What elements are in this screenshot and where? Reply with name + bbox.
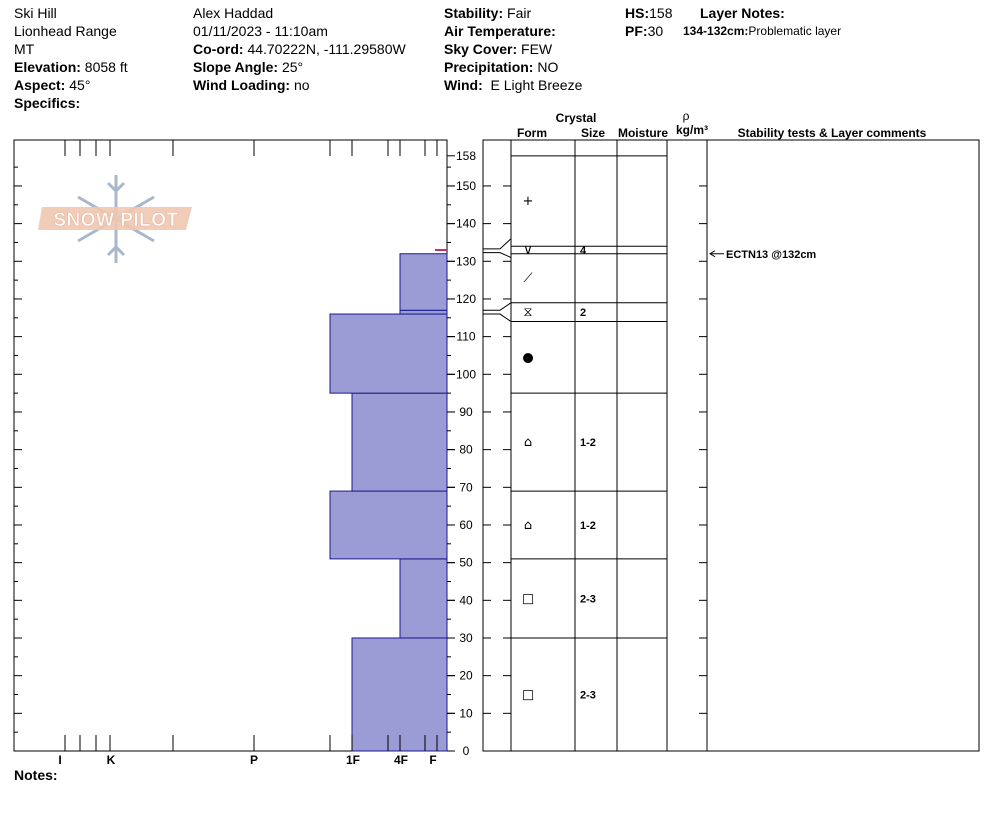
- layer-table: [482, 139, 980, 752]
- boundary-connector: [483, 302, 512, 311]
- hs-pf-block: HS:158 PF:30: [625, 4, 672, 40]
- hardness-layer: [329, 490, 448, 560]
- boundary-connector: [483, 313, 512, 322]
- observation-datetime: 01/11/2023 - 11:10am: [193, 23, 328, 39]
- elevation-row: Elevation: 8058 ft: [14, 59, 128, 75]
- depth-label: 90: [459, 405, 473, 419]
- test-arrow-head: [709, 250, 716, 258]
- crystal-size: 2-3: [580, 593, 596, 605]
- observer-name: Alex Haddad: [193, 5, 274, 21]
- state-name: MT: [14, 41, 35, 57]
- depth-label: 20: [459, 669, 473, 683]
- crystal-size: 4: [580, 245, 587, 257]
- hardness-label: I: [58, 753, 61, 767]
- header-density-unit: kg/m³: [676, 123, 708, 137]
- crystal-form: ⧖: [523, 305, 532, 320]
- logo-text: SNOW PILOT: [53, 210, 178, 231]
- crystal-form: ∨: [523, 243, 533, 258]
- crystal-form: +: [523, 194, 534, 209]
- depth-label: 140: [456, 217, 476, 231]
- coord-row: Co-ord: 44.70222N, -111.29580W: [193, 41, 406, 57]
- header-moisture: Moisture: [618, 126, 668, 140]
- header-stability-tests: Stability tests & Layer comments: [738, 126, 927, 140]
- hardness-layer: [399, 309, 448, 315]
- stability-tests: ECTN13 @132cm: [709, 249, 816, 261]
- notes-row: Notes:: [14, 767, 58, 783]
- depth-label: 110: [456, 330, 475, 344]
- table-rows: + ∨ 4 ⟋ ⧖ 2 ● ⌂ 1-2 ⌂ 1-2 □ 2-3 □ 2-3: [483, 155, 667, 702]
- boundary-connector: [483, 238, 512, 250]
- depth-label: 158: [456, 149, 476, 163]
- crystal-form: ⟋: [523, 271, 533, 286]
- hardness-label: 1F: [346, 753, 360, 767]
- snowpilot-logo: SNOW PILOT: [38, 173, 192, 265]
- depth-label: 30: [459, 631, 473, 645]
- hs-row: HS:158: [625, 5, 673, 21]
- depth-label: 130: [456, 254, 476, 268]
- location-block: Ski Hill Lionhead Range MT Elevation: 80…: [14, 4, 128, 112]
- range-name: Lionhead Range: [14, 23, 117, 39]
- header-crystal: Crystal: [556, 111, 597, 125]
- depth-label: 150: [456, 179, 476, 193]
- depth-label: 120: [456, 292, 476, 306]
- header-form: Form: [517, 126, 547, 140]
- precip-row: Precipitation: NO: [444, 59, 559, 75]
- hardness-layer: [399, 558, 448, 639]
- crystal-size: 2: [580, 307, 586, 319]
- slope-row: Slope Angle: 25°: [193, 59, 304, 75]
- wind-row: Wind: E Light Breeze: [444, 77, 583, 93]
- wind-loading-row: Wind Loading: no: [193, 77, 310, 93]
- sky-row: Sky Cover: FEW: [444, 41, 553, 57]
- crystal-size: 2-3: [580, 689, 596, 701]
- hardness-layer: [351, 637, 448, 752]
- stability-row: Stability: Fair: [444, 5, 532, 21]
- hardness-layer: [329, 313, 448, 394]
- boundary-connector: [483, 252, 512, 258]
- specifics-row: Specifics:: [14, 95, 81, 111]
- stability-test-label: ECTN13 @132cm: [726, 249, 816, 261]
- hardness-layers: [329, 248, 448, 752]
- crystal-form: □: [522, 687, 534, 702]
- pf-row: PF:30: [625, 23, 664, 39]
- location-name: Ski Hill: [14, 5, 57, 21]
- aspect-row: Aspect: 45°: [14, 77, 91, 93]
- depth-label: 40: [459, 593, 473, 607]
- depth-label: 10: [459, 706, 473, 720]
- hardness-label: 4F: [394, 753, 408, 767]
- crystal-form: ⌂: [524, 435, 532, 450]
- hardness-layer: [399, 253, 448, 311]
- air-temp-row: Air Temperature:: [444, 23, 556, 39]
- hardness-label: F: [429, 753, 436, 767]
- crystal-form: □: [522, 591, 534, 606]
- crystal-form: ⌂: [524, 518, 532, 533]
- crystal-size: 1-2: [580, 437, 596, 449]
- conditions-block: Stability: Fair Air Temperature: Sky Cov…: [444, 4, 582, 94]
- hardness-layer: [351, 392, 448, 492]
- header-size: Size: [581, 126, 605, 140]
- hardness-label: P: [250, 753, 258, 767]
- observer-block: Alex Haddad 01/11/2023 - 11:10am Co-ord:…: [193, 4, 406, 94]
- right-ticks: [483, 185, 707, 752]
- layer-notes-title: Layer Notes:: [700, 5, 785, 21]
- hardness-scale-labels: I K P 1F 4F F: [58, 753, 436, 767]
- hardness-label: K: [107, 753, 116, 767]
- depth-label: 50: [459, 556, 473, 570]
- crystal-size: 1-2: [580, 520, 596, 532]
- layer-note-row: 134-132cm:Problematic layer: [683, 24, 842, 38]
- header-rho: ρ: [683, 109, 690, 123]
- depth-label: 70: [459, 480, 473, 494]
- crystal-form: ●: [522, 350, 533, 365]
- hardness-ticks: [64, 140, 438, 751]
- depth-label: 100: [456, 367, 476, 381]
- depth-label: 80: [459, 443, 473, 457]
- depth-label: 60: [459, 518, 473, 532]
- depth-axis: 0 10 20 30 40 50 60 70 80 90 100 110 120 130 140 150 158: [14, 149, 476, 758]
- depth-label: 0: [463, 744, 470, 758]
